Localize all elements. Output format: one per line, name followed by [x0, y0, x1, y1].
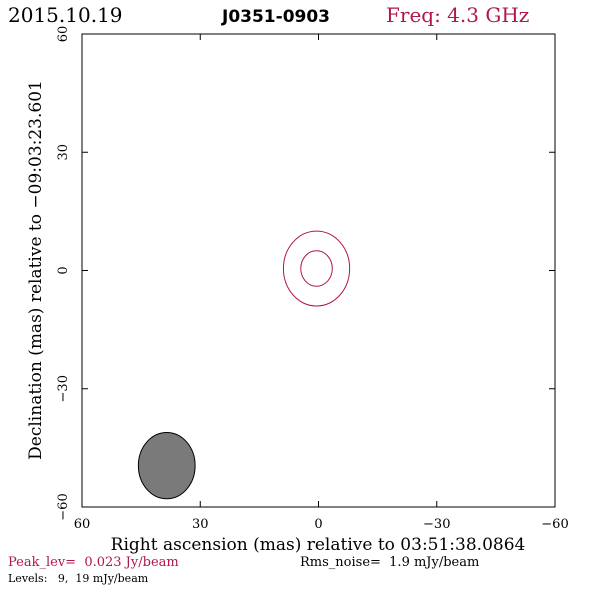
frequency-label: Freq: 4.3 GHz [386, 3, 529, 27]
x-axis-label: Right ascension (mas) relative to 03:51:… [111, 535, 526, 555]
y-tick-label: 60 [56, 26, 71, 43]
axis-ticks [81, 33, 556, 508]
x-tick-labels: 60 30 0 −30 −60 [74, 517, 569, 532]
x-tick-label: −60 [541, 517, 568, 532]
y-tick-label: −60 [56, 493, 71, 520]
contour-level-19 [300, 250, 333, 287]
date-label: 2015.10.19 [8, 3, 123, 27]
y-tick-label: −30 [56, 375, 71, 402]
x-tick-label: 30 [192, 517, 209, 532]
rms-noise: Rms_noise= 1.9 mJy/beam [300, 555, 479, 570]
y-axis-label: Declination (mas) relative to −09:03:23.… [26, 80, 46, 460]
peak-level: Peak_lev= 0.023 Jy/beam [8, 555, 179, 570]
y-tick-label: 30 [56, 144, 71, 161]
contour-lines [282, 230, 351, 307]
x-tick-label: −30 [423, 517, 450, 532]
restoring-beam [137, 432, 196, 500]
contour-level-9 [282, 230, 351, 307]
contour-levels: Levels: 9, 19 mJy/beam [8, 572, 149, 585]
x-tick-label: 60 [74, 517, 91, 532]
y-tick-label: 0 [56, 266, 71, 274]
x-tick-label: 0 [314, 517, 322, 532]
beam-ellipse [137, 432, 196, 500]
source-name: J0351-0903 [221, 7, 330, 27]
y-tick-labels: 60 30 0 −30 −60 [56, 26, 71, 521]
